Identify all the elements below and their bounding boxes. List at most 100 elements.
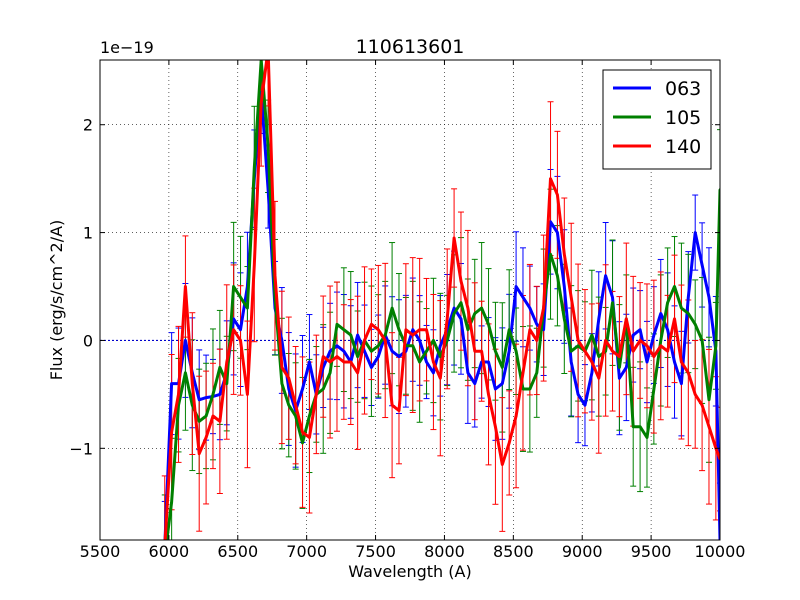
data-point: [411, 328, 414, 331]
data-point: [549, 220, 552, 223]
data-point: [425, 350, 428, 353]
data-point: [494, 350, 497, 353]
data-point: [446, 317, 449, 321]
data-point: [266, 145, 270, 148]
data-point: [618, 366, 621, 369]
data-point: [700, 263, 704, 267]
data-point: [211, 414, 215, 418]
data-point: [294, 403, 297, 407]
data-point: [707, 425, 711, 428]
data-point: [239, 296, 242, 299]
axis-ticks: 5500 6000 6500 7000 7500 8000 8500 9000 9500 1000…: [69, 60, 745, 561]
data-point: [308, 360, 311, 364]
legend: 063 105 140: [602, 69, 712, 170]
data-point: [432, 360, 435, 364]
data-point: [301, 387, 304, 391]
data-point: [459, 301, 463, 304]
data-point: [466, 371, 470, 375]
data-point: [418, 339, 421, 342]
data-point: [694, 323, 697, 326]
x-tick-label: 10000: [695, 542, 746, 561]
data-point: [218, 420, 222, 423]
data-point: [439, 355, 442, 358]
data-point: [452, 236, 456, 240]
data-point: [390, 306, 394, 310]
data-point: [452, 312, 456, 315]
data-point: [652, 333, 656, 337]
data-point: [570, 296, 573, 299]
data-point: [342, 350, 346, 353]
data-point: [576, 344, 580, 348]
data-point: [411, 333, 414, 337]
data-point: [694, 393, 697, 396]
data-point: [204, 436, 208, 439]
data-point: [597, 317, 600, 321]
data-point: [335, 355, 339, 358]
data-point: [666, 328, 669, 331]
data-point: [556, 193, 559, 197]
data-point: [218, 393, 222, 396]
data-point: [287, 403, 290, 407]
data-point: [528, 387, 532, 391]
data-point: [246, 393, 249, 396]
data-point: [232, 285, 235, 288]
data-point: [576, 339, 580, 342]
data-point: [204, 414, 208, 418]
data-point: [563, 317, 566, 321]
y-tick-label: 1: [83, 224, 93, 243]
data-point: [673, 285, 676, 288]
data-point: [184, 285, 187, 288]
data-point: [514, 285, 518, 288]
data-point: [625, 366, 628, 369]
data-point: [211, 393, 215, 396]
data-point: [191, 382, 194, 385]
data-point: [439, 377, 442, 380]
x-tick-label: 8500: [493, 542, 534, 561]
data-point: [356, 355, 359, 358]
x-tick-label: 7000: [286, 542, 327, 561]
data-point: [342, 360, 346, 364]
data-point: [377, 355, 380, 358]
data-point: [521, 387, 525, 391]
data-point: [590, 333, 594, 337]
data-point: [377, 328, 380, 331]
data-point: [384, 333, 387, 337]
data-point: [521, 296, 525, 299]
data-point: [404, 328, 408, 331]
data-point: [514, 350, 518, 353]
data-point: [508, 441, 511, 445]
data-point: [432, 339, 435, 342]
data-point: [370, 350, 373, 353]
data-point: [328, 371, 332, 375]
data-point: [397, 355, 401, 358]
y-tick-label: 0: [83, 331, 93, 350]
data-point: [570, 350, 573, 353]
x-tick-label: 7500: [355, 542, 396, 561]
data-point: [177, 393, 180, 396]
y-tick-label: 2: [83, 116, 93, 135]
data-point: [370, 366, 373, 369]
data-point: [459, 317, 463, 321]
data-point: [625, 317, 628, 321]
data-point: [218, 366, 222, 369]
plot-frame: [99, 59, 721, 541]
data-point: [487, 393, 490, 396]
data-point: [638, 425, 642, 428]
data-point: [322, 387, 325, 391]
data-point: [542, 328, 545, 331]
x-tick-label: 6000: [149, 542, 190, 561]
data-point: [294, 414, 297, 418]
data-point: [556, 231, 559, 234]
data-point: [494, 425, 497, 428]
data-point: [225, 360, 228, 364]
data-point: [583, 403, 587, 407]
data-point: [501, 366, 504, 369]
data-point: [508, 350, 511, 353]
data-point: [363, 339, 366, 342]
data-point: [528, 328, 532, 331]
x-tick-label: 9500: [631, 542, 672, 561]
data-point: [680, 306, 683, 310]
data-point: [535, 371, 538, 375]
data-point: [666, 350, 669, 353]
data-point: [556, 274, 559, 277]
